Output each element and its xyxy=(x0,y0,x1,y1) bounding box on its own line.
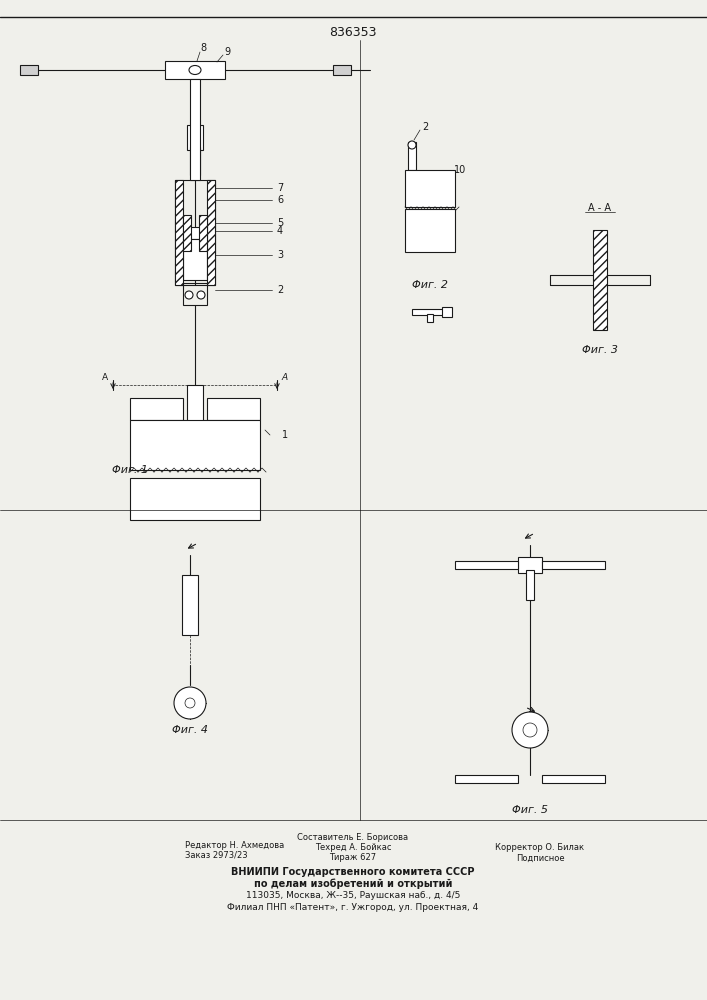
Text: ВНИИПИ Государственного комитета СССР: ВНИИПИ Государственного комитета СССР xyxy=(231,867,474,877)
Bar xyxy=(187,385,203,445)
Bar xyxy=(130,478,260,520)
Text: 5: 5 xyxy=(277,218,283,228)
Bar xyxy=(183,283,207,305)
Bar xyxy=(190,147,200,175)
Text: Корректор О. Билак: Корректор О. Билак xyxy=(496,844,585,852)
Text: 836353: 836353 xyxy=(329,26,377,39)
Bar xyxy=(542,775,605,783)
Text: Составитель Е. Борисова: Составитель Е. Борисова xyxy=(298,834,409,842)
Circle shape xyxy=(512,712,548,748)
Bar xyxy=(175,180,183,285)
Bar xyxy=(405,209,455,252)
Bar xyxy=(442,307,452,317)
Text: по делам изобретений и открытий: по делам изобретений и открытий xyxy=(254,879,452,889)
Bar xyxy=(130,398,183,420)
Text: Φиг. 3: Φиг. 3 xyxy=(582,345,618,355)
Bar xyxy=(179,227,211,238)
Circle shape xyxy=(185,291,193,299)
Bar xyxy=(190,79,200,180)
Text: Φиг. 5: Φиг. 5 xyxy=(512,805,548,815)
Text: 2: 2 xyxy=(277,285,283,295)
Ellipse shape xyxy=(189,66,201,75)
Text: 4: 4 xyxy=(277,226,283,235)
Bar xyxy=(199,215,207,250)
Bar xyxy=(405,170,455,207)
Bar xyxy=(183,215,191,250)
Circle shape xyxy=(523,723,537,737)
Text: 8: 8 xyxy=(200,43,206,53)
Bar xyxy=(207,398,260,420)
Text: Тираж 627: Тираж 627 xyxy=(329,854,377,862)
Bar xyxy=(182,575,198,635)
Text: 3: 3 xyxy=(277,250,283,260)
Circle shape xyxy=(185,698,195,708)
Bar xyxy=(408,142,416,170)
Text: Подписное: Подписное xyxy=(515,854,564,862)
Text: Филиал ПНП «Патент», г. Ужгород, ул. Проектная, 4: Филиал ПНП «Патент», г. Ужгород, ул. Про… xyxy=(228,904,479,912)
Text: А: А xyxy=(102,372,108,381)
Text: 113035, Москва, Ж--35, Раушская наб., д. 4/5: 113035, Москва, Ж--35, Раушская наб., д.… xyxy=(246,892,460,900)
Text: А: А xyxy=(282,372,288,381)
Text: A - A: A - A xyxy=(588,203,612,213)
Text: Редактор Н. Ахмедова: Редактор Н. Ахмедова xyxy=(185,840,284,850)
Bar xyxy=(593,230,607,330)
Bar xyxy=(412,309,448,315)
Text: Φиг. 2: Φиг. 2 xyxy=(412,280,448,290)
Bar xyxy=(183,238,207,280)
Text: 6: 6 xyxy=(277,195,283,205)
Text: 9: 9 xyxy=(224,47,230,57)
Text: Заказ 2973/23: Заказ 2973/23 xyxy=(185,850,247,859)
Circle shape xyxy=(174,687,206,719)
Bar xyxy=(187,125,203,150)
Bar xyxy=(518,557,542,573)
Bar xyxy=(526,570,534,600)
Bar xyxy=(427,314,433,322)
Text: Техред А. Бойкас: Техред А. Бойкас xyxy=(315,844,391,852)
Text: 1: 1 xyxy=(282,430,288,440)
Bar xyxy=(165,61,225,79)
Bar xyxy=(20,65,38,75)
Bar xyxy=(455,561,518,569)
Text: Φиг. 4: Φиг. 4 xyxy=(172,725,208,735)
Bar xyxy=(333,65,351,75)
Bar xyxy=(175,180,215,285)
Bar xyxy=(542,561,605,569)
Bar xyxy=(455,775,518,783)
Text: Φиг. 1: Φиг. 1 xyxy=(112,465,148,475)
Text: 2: 2 xyxy=(422,122,428,132)
Bar xyxy=(207,180,215,285)
Circle shape xyxy=(197,291,205,299)
Text: 10: 10 xyxy=(454,165,466,175)
Circle shape xyxy=(408,141,416,149)
Bar xyxy=(130,420,260,470)
Text: 7: 7 xyxy=(277,183,283,193)
